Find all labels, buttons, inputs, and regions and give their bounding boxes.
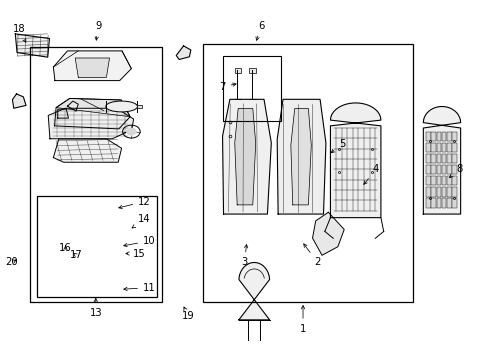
Text: 11: 11 <box>123 283 156 293</box>
Text: 15: 15 <box>125 248 146 258</box>
Text: 10: 10 <box>123 236 155 247</box>
Bar <box>430 187 435 197</box>
Bar <box>137 104 142 108</box>
Text: 6: 6 <box>255 21 264 40</box>
Bar <box>234 68 241 73</box>
Bar <box>447 132 451 141</box>
Polygon shape <box>277 99 325 214</box>
Polygon shape <box>176 46 190 59</box>
Bar <box>447 143 451 152</box>
Bar <box>426 165 430 174</box>
Text: 1: 1 <box>299 306 305 334</box>
Bar <box>451 176 456 185</box>
Bar <box>436 176 440 185</box>
Polygon shape <box>15 34 49 57</box>
Text: 4: 4 <box>363 164 379 184</box>
Text: 8: 8 <box>448 164 461 177</box>
Polygon shape <box>53 51 131 81</box>
Polygon shape <box>222 99 271 214</box>
Bar <box>430 165 435 174</box>
Bar <box>447 165 451 174</box>
Bar <box>30 47 161 302</box>
Bar <box>426 176 430 185</box>
Polygon shape <box>239 262 269 320</box>
Polygon shape <box>55 98 130 129</box>
Bar <box>426 187 430 197</box>
Bar <box>441 198 446 208</box>
Bar <box>447 198 451 208</box>
Bar <box>436 198 440 208</box>
Bar <box>430 154 435 163</box>
Polygon shape <box>58 109 68 118</box>
Bar <box>436 165 440 174</box>
Bar <box>430 143 435 152</box>
Bar <box>447 187 451 197</box>
Bar <box>441 176 446 185</box>
Text: 16: 16 <box>59 243 72 253</box>
Bar <box>426 154 430 163</box>
Bar <box>451 154 456 163</box>
Bar <box>430 198 435 208</box>
Text: 13: 13 <box>89 298 102 318</box>
Bar <box>451 187 456 197</box>
Polygon shape <box>48 108 133 139</box>
Ellipse shape <box>105 101 137 112</box>
Circle shape <box>126 128 136 135</box>
Text: 17: 17 <box>70 250 82 260</box>
Bar <box>451 165 456 174</box>
Polygon shape <box>290 108 311 205</box>
Polygon shape <box>56 98 130 117</box>
Bar <box>426 198 430 208</box>
Bar <box>451 143 456 152</box>
Text: 5: 5 <box>330 139 345 153</box>
Bar <box>436 143 440 152</box>
Bar <box>441 187 446 197</box>
Text: 19: 19 <box>182 307 194 321</box>
Text: 18: 18 <box>13 24 26 42</box>
Text: 12: 12 <box>119 197 151 209</box>
Text: 7: 7 <box>219 82 236 92</box>
Bar <box>441 132 446 141</box>
Bar <box>430 176 435 185</box>
Bar <box>447 154 451 163</box>
Bar <box>436 154 440 163</box>
Bar <box>441 154 446 163</box>
Text: 14: 14 <box>132 215 150 228</box>
Bar <box>447 176 451 185</box>
Bar <box>426 143 430 152</box>
Polygon shape <box>12 94 26 108</box>
Polygon shape <box>234 108 255 205</box>
Text: 3: 3 <box>241 244 247 267</box>
Bar <box>441 165 446 174</box>
Text: 9: 9 <box>95 21 101 40</box>
Bar <box>430 132 435 141</box>
Bar <box>436 132 440 141</box>
Bar <box>426 132 430 141</box>
Polygon shape <box>330 103 380 218</box>
Bar <box>441 143 446 152</box>
Polygon shape <box>67 101 78 111</box>
Text: 20: 20 <box>5 257 18 267</box>
Bar <box>436 187 440 197</box>
Bar <box>222 56 281 121</box>
Bar <box>203 44 412 302</box>
Text: 2: 2 <box>303 244 320 267</box>
Polygon shape <box>75 58 109 77</box>
Polygon shape <box>53 139 122 162</box>
Bar <box>451 132 456 141</box>
Polygon shape <box>423 107 460 214</box>
Polygon shape <box>312 212 344 255</box>
Bar <box>249 68 255 73</box>
Bar <box>451 198 456 208</box>
Bar <box>37 196 157 297</box>
